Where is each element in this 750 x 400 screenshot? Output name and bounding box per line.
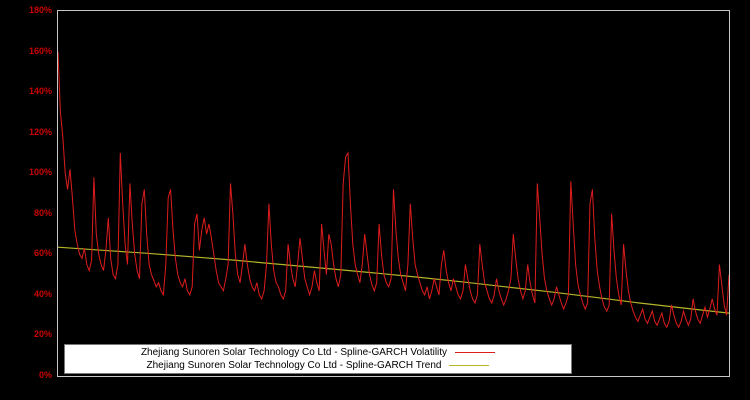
legend-label-trend: Zhejiang Sunoren Solar Technology Co Ltd…: [146, 360, 442, 371]
y-axis-label: 120%: [28, 126, 52, 137]
y-axis-label: 40%: [33, 288, 52, 299]
y-axis-label: 0%: [38, 370, 52, 380]
volatility-line: [58, 51, 729, 329]
y-axis-label: 60%: [33, 248, 52, 259]
y-axis-label: 80%: [33, 207, 52, 218]
y-axis-label: 180%: [28, 5, 52, 15]
legend-item-volatility: Zhejiang Sunoren Solar Technology Co Ltd…: [69, 346, 567, 359]
y-axis-label: 100%: [28, 167, 52, 178]
trend-line: [58, 246, 729, 314]
chart-canvas: [58, 51, 729, 329]
plot-area: [57, 10, 730, 377]
y-axis-label: 160%: [28, 45, 52, 56]
y-axis-label: 140%: [28, 86, 52, 97]
legend: Zhejiang Sunoren Solar Technology Co Ltd…: [64, 344, 572, 374]
legend-item-trend: Zhejiang Sunoren Solar Technology Co Ltd…: [69, 359, 567, 372]
legend-label-volatility: Zhejiang Sunoren Solar Technology Co Ltd…: [140, 347, 448, 358]
y-axis-label: 20%: [33, 329, 52, 340]
legend-swatch-1: [449, 365, 490, 366]
legend-swatch-0: [455, 352, 496, 353]
